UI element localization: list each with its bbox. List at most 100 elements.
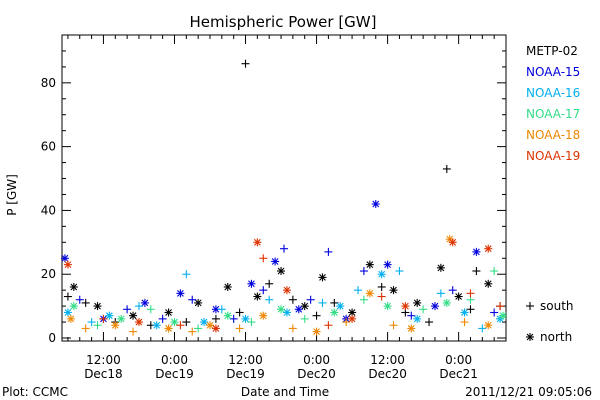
data-point bbox=[499, 311, 508, 320]
data-point bbox=[294, 305, 303, 314]
series-metp-02 bbox=[63, 59, 505, 330]
data-point bbox=[318, 298, 327, 307]
data-point bbox=[377, 270, 386, 279]
data-point bbox=[365, 260, 374, 269]
x-tick-label-time: 12:00 bbox=[86, 353, 121, 367]
data-point bbox=[81, 324, 90, 333]
data-point bbox=[436, 289, 445, 298]
data-point bbox=[395, 267, 404, 276]
legend-entry-metp-02: METP-02 bbox=[526, 44, 578, 58]
data-point bbox=[176, 321, 185, 330]
data-point bbox=[413, 314, 422, 323]
data-point bbox=[146, 305, 155, 314]
data-point bbox=[430, 302, 439, 311]
data-point bbox=[253, 292, 262, 301]
data-point bbox=[371, 200, 380, 209]
data-point bbox=[407, 311, 416, 320]
data-point bbox=[93, 321, 102, 330]
data-point bbox=[377, 292, 386, 301]
y-tick-label: 0 bbox=[48, 331, 56, 345]
data-point bbox=[134, 302, 143, 311]
data-point bbox=[407, 324, 416, 333]
data-point bbox=[259, 286, 268, 295]
data-point bbox=[129, 327, 138, 336]
data-point bbox=[60, 254, 69, 263]
data-point bbox=[336, 302, 345, 311]
marker-legend-symbol bbox=[526, 302, 534, 310]
data-point bbox=[312, 311, 321, 320]
y-tick-label: 60 bbox=[41, 140, 56, 154]
data-point bbox=[383, 260, 392, 269]
x-tick-label-date: Dec20 bbox=[297, 367, 336, 381]
data-point bbox=[66, 314, 75, 323]
data-point bbox=[217, 305, 226, 314]
legend-entry-noaa-17: NOAA-17 bbox=[526, 107, 580, 121]
series-noaa-18 bbox=[66, 235, 493, 336]
data-point bbox=[413, 298, 422, 307]
data-point bbox=[484, 321, 493, 330]
data-point bbox=[271, 257, 280, 266]
data-point bbox=[359, 295, 368, 304]
data-point bbox=[235, 308, 244, 317]
data-point bbox=[259, 254, 268, 263]
data-point bbox=[318, 273, 327, 282]
data-point bbox=[265, 295, 274, 304]
data-point bbox=[389, 286, 398, 295]
data-point bbox=[365, 289, 374, 298]
data-point bbox=[235, 324, 244, 333]
series-noaa-15 bbox=[60, 200, 499, 323]
data-point bbox=[442, 164, 451, 173]
data-point bbox=[324, 247, 333, 256]
data-point bbox=[496, 302, 505, 311]
data-point bbox=[484, 244, 493, 253]
data-point bbox=[324, 321, 333, 330]
data-point bbox=[472, 267, 481, 276]
data-point bbox=[164, 308, 173, 317]
data-point bbox=[300, 314, 309, 323]
data-point bbox=[134, 318, 143, 327]
data-point bbox=[436, 263, 445, 272]
x-tick-label-time: 12:00 bbox=[228, 353, 263, 367]
plot-credit: Plot: CCMC bbox=[2, 385, 68, 399]
data-point bbox=[425, 318, 434, 327]
data-point bbox=[277, 305, 286, 314]
x-tick-label-time: 0:00 bbox=[161, 353, 188, 367]
marker-legend-label: south bbox=[540, 299, 574, 313]
series-noaa-19 bbox=[63, 238, 505, 333]
y-axis-label: P [GW] bbox=[5, 174, 19, 216]
y-tick-label: 40 bbox=[41, 203, 56, 217]
chart-title: Hemispheric Power [GW] bbox=[190, 13, 377, 31]
data-point bbox=[182, 270, 191, 279]
data-point bbox=[259, 311, 268, 320]
data-point bbox=[277, 267, 286, 276]
data-point bbox=[448, 238, 457, 247]
data-point bbox=[359, 267, 368, 276]
data-point bbox=[377, 282, 386, 291]
marker-legend-label: north bbox=[540, 330, 572, 344]
data-point bbox=[300, 302, 309, 311]
plot-frame bbox=[61, 34, 507, 342]
data-point bbox=[170, 318, 179, 327]
data-point bbox=[330, 298, 339, 307]
data-point bbox=[69, 302, 78, 311]
x-tick-label-date: Dec18 bbox=[84, 367, 123, 381]
data-point bbox=[69, 282, 78, 291]
data-point bbox=[211, 314, 220, 323]
data-point bbox=[176, 289, 185, 298]
data-point bbox=[117, 314, 126, 323]
x-axis-label: Date and Time bbox=[241, 385, 329, 399]
data-point bbox=[241, 59, 250, 68]
data-point bbox=[158, 314, 167, 323]
data-point bbox=[401, 302, 410, 311]
data-point bbox=[389, 321, 398, 330]
data-point bbox=[93, 302, 102, 311]
data-point bbox=[206, 321, 214, 330]
data-point bbox=[348, 314, 357, 323]
data-point bbox=[211, 324, 220, 333]
x-tick-label-date: Dec21 bbox=[439, 367, 478, 381]
x-tick-label-date: Dec19 bbox=[155, 367, 194, 381]
series-noaa-17 bbox=[69, 267, 508, 333]
data-point bbox=[75, 295, 84, 304]
data-point bbox=[472, 247, 481, 256]
data-point bbox=[448, 286, 457, 295]
